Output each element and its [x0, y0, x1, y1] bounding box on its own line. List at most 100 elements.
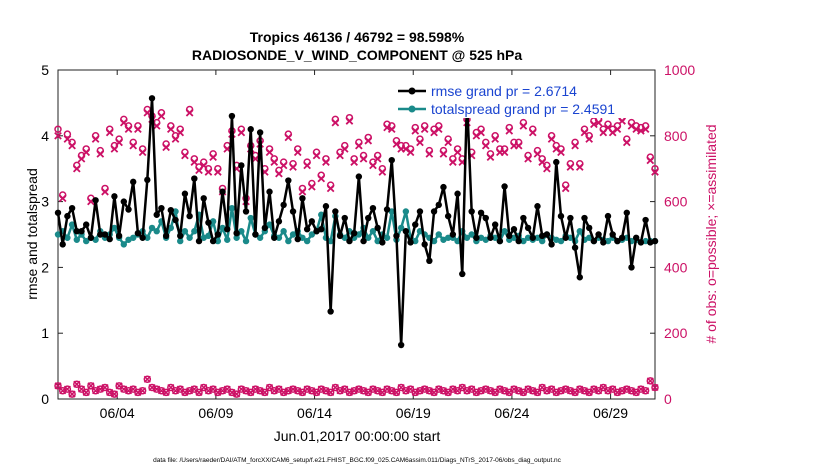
obs-assimilated-point: [613, 125, 622, 134]
obs-low-assimilated-point: [143, 375, 151, 383]
rmse-point: [148, 95, 156, 102]
rmse-point: [374, 224, 381, 232]
totalspread-point: [111, 224, 118, 232]
rmse-point: [355, 173, 363, 180]
obs-low-possible-point: [392, 388, 401, 397]
rmse-point: [78, 228, 85, 235]
obs-assimilated-point: [477, 128, 485, 137]
obs-assimilated-point: [171, 135, 180, 143]
left-axis: 0 1 2 3 4 5: [41, 62, 63, 407]
rmse-point: [289, 208, 297, 215]
rmse-point: [459, 270, 466, 278]
obs-low-possible-point: [54, 382, 62, 390]
totalspread-point: [130, 234, 137, 241]
rmse-point: [280, 201, 287, 209]
rmse-point: [299, 195, 306, 202]
rmse-point: [407, 239, 414, 246]
obs-assimilated-point: [580, 128, 589, 137]
rmse-point: [543, 231, 551, 238]
obs-low-possible-point: [68, 390, 76, 398]
obs-assimilated-point: [54, 131, 62, 140]
rmse-point: [134, 229, 142, 237]
obs-assimilated-point: [378, 168, 387, 176]
totalspread-point: [365, 234, 372, 241]
data-file-footnote: data file: /Users/raeder/DAI/ATM_forcXX/…: [153, 457, 562, 464]
obs-assimilated-point: [317, 174, 326, 183]
obs-assimilated-point: [571, 141, 579, 150]
rmse-point: [252, 231, 259, 238]
totalspread-point: [256, 234, 264, 241]
y-tick-label: 0: [41, 391, 49, 407]
rmse-point: [595, 231, 602, 238]
obs-assimilated-point: [585, 135, 594, 143]
rmse-point: [130, 178, 137, 186]
obs-assimilated-point: [303, 161, 311, 170]
obs-assimilated-point: [444, 138, 453, 147]
y-tick-label-right: 600: [664, 194, 688, 210]
y-tick-label-right: 0: [664, 391, 672, 407]
obs-assimilated-point: [110, 145, 119, 153]
obs-assimilated-point: [594, 118, 603, 127]
totalspread-point: [501, 228, 508, 235]
legend-box: [392, 80, 650, 118]
obs-assimilated-point: [157, 112, 166, 120]
rmse-point: [92, 197, 99, 204]
rmse-point: [214, 231, 222, 238]
obs-low-assimilated-point: [82, 388, 90, 396]
obs-low-assimilated-point: [68, 390, 76, 398]
rmse-point: [224, 226, 231, 233]
obs-assimilated-point: [308, 182, 316, 191]
obs-low-assimilated-point: [651, 383, 659, 392]
obs-assimilated-point: [543, 164, 551, 173]
chart-title: Tropics 46136 / 46792 = 98.598%: [250, 29, 465, 45]
x-tick-label: 06/24: [494, 405, 529, 421]
rmse-point: [242, 208, 250, 215]
obs-assimilated-point: [101, 187, 109, 196]
rmse-point: [383, 206, 391, 213]
obs-assimilated-point: [336, 151, 344, 160]
totalspread-point: [68, 221, 76, 228]
obs-assimilated-point: [340, 145, 349, 153]
obs-assimilated-point: [162, 143, 170, 152]
obs-assimilated-point: [430, 128, 438, 137]
rmse-point: [125, 206, 132, 213]
totalspread-point: [402, 208, 410, 215]
obs-assimilated-point: [96, 150, 105, 158]
obs-assimilated-point: [166, 125, 175, 134]
obs-assimilated-point: [618, 117, 626, 125]
totalspread-point: [144, 234, 151, 241]
rmse-point: [501, 183, 508, 190]
obs-assimilated-point: [491, 135, 500, 143]
obs-assimilated-point: [143, 108, 152, 117]
totalspread-point: [242, 237, 250, 245]
totalspread-point: [191, 228, 198, 235]
rmse-point: [106, 235, 113, 243]
rmse-point: [426, 257, 433, 265]
rmse-point: [275, 218, 283, 225]
rmse-point: [346, 237, 353, 245]
rmse-point: [266, 188, 273, 195]
obs-assimilated-point: [416, 138, 424, 147]
rmse-point: [191, 175, 198, 182]
totalspread-point: [233, 234, 240, 241]
rmse-point: [515, 237, 522, 245]
obs-assimilated-point: [505, 127, 514, 135]
obs-assimilated-point: [322, 158, 330, 166]
x-tick-label: 06/14: [297, 405, 332, 421]
obs-assimilated-point: [373, 154, 382, 163]
rmse-point: [637, 239, 645, 246]
totalspread-point: [224, 236, 231, 243]
totalspread-point: [64, 234, 71, 241]
rmse-point: [628, 264, 635, 271]
obs-assimilated-point: [524, 154, 532, 163]
obs-low-possible-point: [82, 388, 90, 397]
rmse-point: [318, 226, 325, 233]
totalspread-point: [576, 228, 583, 235]
obs-low-possible-point: [533, 388, 542, 397]
y-tick-label: 3: [41, 194, 49, 210]
obs-assimilated-point: [481, 141, 490, 150]
totalspread-point: [280, 228, 287, 235]
obs-assimilated-point: [439, 150, 448, 158]
rmse-point: [247, 126, 254, 133]
